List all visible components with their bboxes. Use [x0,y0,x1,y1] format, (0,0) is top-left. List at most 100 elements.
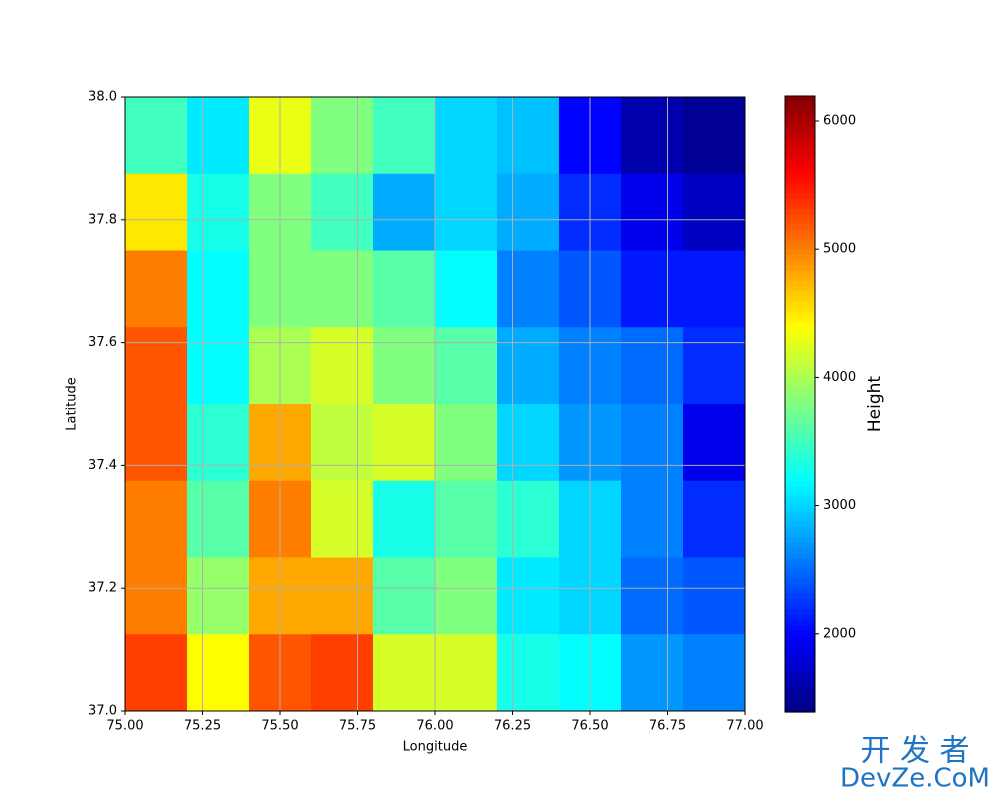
x-tick-label: 76.00 [416,719,453,734]
heat-cell [187,634,250,712]
heat-cell [497,97,560,175]
colorbar-swatch [785,558,815,564]
heat-cell [373,634,436,712]
colorbar-swatch [785,650,815,657]
heat-cell [125,404,188,482]
colorbar-swatch [785,706,815,713]
colorbar-swatch [785,404,815,410]
colorbar-swatch [785,378,815,385]
heat-cell [621,250,684,328]
colorbar-swatch [785,224,815,231]
axes: 75.00 75.25 75.50 75.75 76.00 76.25 76.50 76.75… [88,90,764,734]
colorbar-swatch [785,106,815,112]
colorbar-swatch [785,614,815,621]
colorbar-swatch [785,321,815,328]
heat-cell [373,327,436,405]
colorbar-swatch [785,511,815,518]
heat-cell [435,97,498,175]
colorbar-swatch [785,157,815,164]
y-tick-label: 37.8 [88,212,117,227]
heat-cell [373,173,436,251]
colorbar-swatch [785,121,815,128]
colorbar-swatch [785,142,815,148]
colorbar-swatch [785,475,815,482]
x-tick-label: 75.00 [106,719,143,734]
x-tick-label: 75.50 [261,719,298,734]
y-tick-label: 37.6 [88,335,117,350]
colorbar-swatch [785,506,815,513]
heat-cell [497,557,560,635]
heat-cell [435,250,498,328]
heat-cell [497,634,560,712]
heat-cell [311,480,374,558]
colorbar-swatch [785,193,815,200]
heat-cell [187,173,250,251]
x-axis-label: Longitude [403,740,468,755]
colorbar-swatch [785,208,815,215]
heat-cell [621,557,684,635]
colorbar-swatch [785,701,815,708]
colorbar-swatch [785,342,815,349]
colorbar-swatch [785,470,815,477]
colorbar-swatch [785,388,815,395]
colorbar-swatch [785,291,815,297]
colorbar-swatch [785,352,815,359]
colorbar-swatch [785,398,815,405]
colorbar-swatch [785,537,815,544]
heat-cell [683,634,746,712]
colorbar-swatch [785,111,815,118]
colorbar-swatch [785,676,815,682]
x-tick-label: 76.50 [571,719,608,734]
colorbar-swatch [785,255,815,261]
heat-cell [187,250,250,328]
colorbar-swatch [785,285,815,292]
colorbar: 2000 3000 4000 5000 6000 [784,95,856,713]
colorbar-swatch [785,439,815,446]
colorbar-swatch [785,250,815,256]
y-tick-label: 38.0 [88,90,117,105]
x-tick-label: 76.75 [649,719,686,734]
colorbar-swatch [785,609,815,616]
y-tick-label: 37.2 [88,581,117,596]
colorbar-swatch [785,265,815,272]
colorbar-swatch [785,316,815,323]
heat-cell [373,404,436,482]
colorbar-swatch [785,167,815,174]
colorbar-swatch [785,696,815,703]
colorbar-swatch [785,640,815,646]
y-tick-label: 37.0 [88,704,117,719]
heat-cell [125,327,188,405]
colorbar-swatch [785,311,815,318]
colorbar-tick-label: 2000 [823,626,856,641]
heat-cell [497,327,560,405]
x-tick-label: 76.25 [494,719,531,734]
colorbar-swatch [785,173,815,179]
colorbar-swatch [785,162,815,169]
heat-cell [621,327,684,405]
heat-cell [187,97,250,175]
watermark: DevZe.CoM [840,764,990,794]
heat-cell [683,173,746,251]
colorbar-swatch [785,214,815,220]
heat-cell [125,250,188,328]
colorbar-swatch [785,131,815,138]
plot-frame [124,96,746,712]
colorbar-swatch [785,496,815,503]
colorbar-tick-label: 3000 [823,498,856,513]
colorbar-swatch [785,203,815,210]
colorbar-swatch [785,660,815,667]
colorbar-swatch [785,414,815,420]
colorbar-swatch [785,306,815,313]
heat-cell [373,480,436,558]
colorbar-swatch [785,542,815,549]
colorbar-swatch [785,578,815,585]
colorbar-swatch [785,219,815,225]
colorbar-swatch [785,434,815,441]
colorbar-swatch [785,409,815,415]
heat-cell [435,634,498,712]
colorbar-swatch [785,147,815,154]
colorbar-swatch [785,552,815,559]
colorbar-swatch [785,527,815,533]
heat-cell [435,480,498,558]
